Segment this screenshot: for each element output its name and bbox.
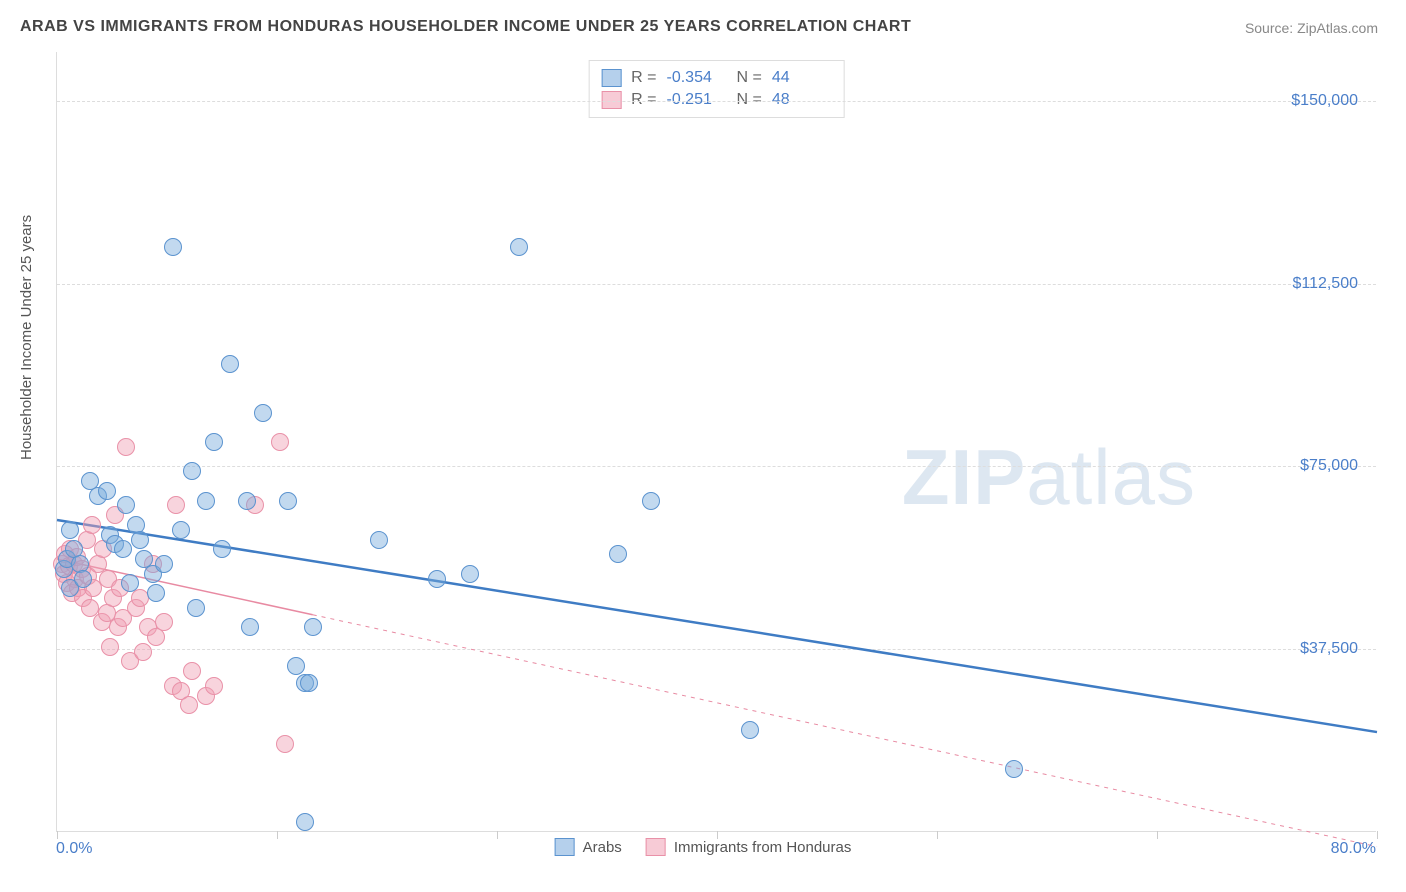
chart-title: ARAB VS IMMIGRANTS FROM HONDURAS HOUSEHO… bbox=[20, 18, 911, 36]
data-point bbox=[114, 540, 132, 558]
legend-item-arabs: Arabs bbox=[555, 838, 622, 856]
plot-area: R = -0.354 N = 44 R = -0.251 N = 48 ZIPa… bbox=[56, 52, 1376, 832]
data-point bbox=[155, 555, 173, 573]
data-point bbox=[134, 643, 152, 661]
legend-item-honduras: Immigrants from Honduras bbox=[646, 838, 852, 856]
trendlines-svg bbox=[57, 52, 1377, 832]
source-label: Source: ZipAtlas.com bbox=[1245, 20, 1378, 36]
x-tick bbox=[57, 831, 58, 839]
data-point bbox=[183, 462, 201, 480]
data-point bbox=[187, 599, 205, 617]
data-point bbox=[117, 496, 135, 514]
x-tick bbox=[497, 831, 498, 839]
data-point bbox=[197, 492, 215, 510]
data-point bbox=[155, 613, 173, 631]
data-point bbox=[164, 238, 182, 256]
data-point bbox=[428, 570, 446, 588]
data-point bbox=[180, 696, 198, 714]
legend-label: Arabs bbox=[583, 839, 622, 856]
data-point bbox=[287, 657, 305, 675]
data-point bbox=[205, 433, 223, 451]
data-point bbox=[279, 492, 297, 510]
bottom-legend: Arabs Immigrants from Honduras bbox=[555, 838, 852, 856]
x-tick bbox=[937, 831, 938, 839]
swatch-blue bbox=[555, 838, 575, 856]
data-point bbox=[205, 677, 223, 695]
data-point bbox=[741, 721, 759, 739]
data-point bbox=[241, 618, 259, 636]
data-point bbox=[642, 492, 660, 510]
x-tick bbox=[1377, 831, 1378, 839]
data-point bbox=[131, 589, 149, 607]
data-point bbox=[167, 496, 185, 514]
data-point bbox=[510, 238, 528, 256]
data-point bbox=[172, 521, 190, 539]
data-point bbox=[147, 584, 165, 602]
x-tick bbox=[1157, 831, 1158, 839]
data-point bbox=[609, 545, 627, 563]
data-point bbox=[271, 433, 289, 451]
data-point bbox=[300, 674, 318, 692]
swatch-pink bbox=[646, 838, 666, 856]
data-point bbox=[74, 570, 92, 588]
data-point bbox=[370, 531, 388, 549]
x-axis-min-label: 0.0% bbox=[56, 840, 92, 858]
data-point bbox=[131, 531, 149, 549]
y-axis-label: Householder Income Under 25 years bbox=[18, 215, 35, 460]
data-point bbox=[183, 662, 201, 680]
data-point bbox=[276, 735, 294, 753]
data-point bbox=[461, 565, 479, 583]
data-point bbox=[101, 638, 119, 656]
x-tick bbox=[277, 831, 278, 839]
data-point bbox=[238, 492, 256, 510]
data-point bbox=[213, 540, 231, 558]
data-point bbox=[61, 521, 79, 539]
x-axis-max-label: 80.0% bbox=[1331, 840, 1376, 858]
data-point bbox=[83, 516, 101, 534]
legend-label: Immigrants from Honduras bbox=[674, 839, 852, 856]
data-point bbox=[98, 482, 116, 500]
data-point bbox=[117, 438, 135, 456]
data-point bbox=[221, 355, 239, 373]
data-point bbox=[121, 574, 139, 592]
data-point bbox=[254, 404, 272, 422]
data-point bbox=[304, 618, 322, 636]
data-point bbox=[296, 813, 314, 831]
data-point bbox=[1005, 760, 1023, 778]
